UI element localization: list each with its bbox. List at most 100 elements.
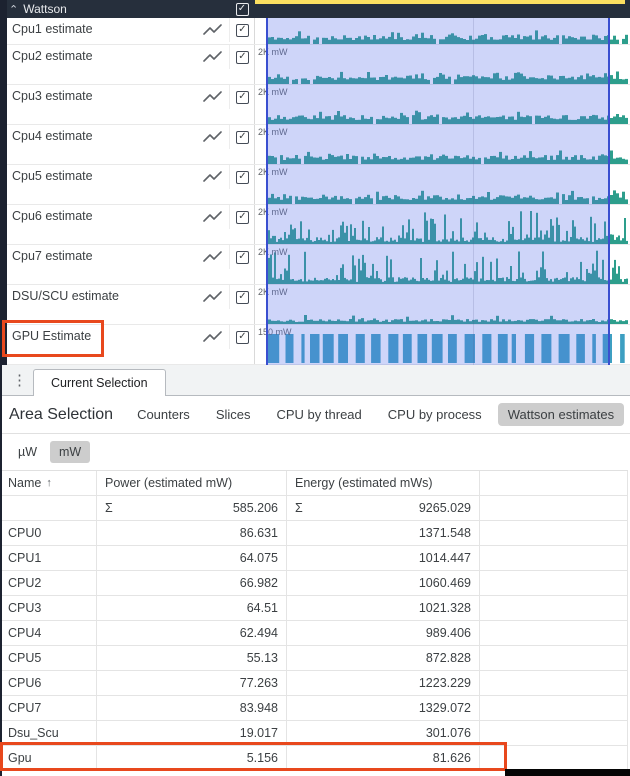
drag-handle-icon[interactable]: ⋮ bbox=[12, 372, 27, 389]
track-chart-area[interactable]: 2K mW bbox=[255, 165, 630, 204]
detail-tab-counters[interactable]: Counters bbox=[137, 407, 190, 422]
table-row-dsu_scu: Dsu_Scu 19.017 301.076 bbox=[0, 721, 628, 746]
tab-current-selection[interactable]: Current Selection bbox=[33, 369, 166, 396]
line-chart-icon[interactable] bbox=[203, 251, 223, 263]
track-name-col[interactable]: Cpu1 estimate ✓ bbox=[7, 18, 255, 44]
line-chart-icon[interactable] bbox=[203, 131, 223, 143]
unit-button-mW[interactable]: mW bbox=[50, 441, 91, 463]
track-row-cpu2-estimate[interactable]: Cpu2 estimate ✓ 2K mW bbox=[7, 45, 630, 85]
scale-label: 2K mW bbox=[258, 47, 288, 57]
line-chart-icon[interactable] bbox=[203, 24, 223, 36]
track-checkbox[interactable]: ✓ bbox=[236, 23, 249, 37]
empty-cell bbox=[480, 671, 628, 695]
wattson-estimates-table: Name ↑ Power (estimated mW) Energy (esti… bbox=[0, 470, 628, 771]
track-name-col[interactable]: Cpu3 estimate ✓ bbox=[7, 85, 255, 124]
track-checkbox[interactable]: ✓ bbox=[236, 50, 249, 64]
name-cell: CPU6 bbox=[0, 671, 97, 695]
track-title: Cpu4 estimate bbox=[12, 129, 93, 143]
energy-cell: 301.076 bbox=[287, 721, 480, 745]
track-title: Cpu7 estimate bbox=[12, 249, 93, 263]
detail-tab-wattson-estimates[interactable]: Wattson estimates bbox=[497, 403, 625, 426]
track-name-col[interactable]: Cpu5 estimate ✓ bbox=[7, 165, 255, 204]
table-row-cpu4: CPU4 62.494 989.406 bbox=[0, 621, 628, 646]
line-chart-icon[interactable] bbox=[203, 91, 223, 103]
track-chart-area[interactable]: 2K mW bbox=[255, 85, 630, 124]
track-title: Cpu6 estimate bbox=[12, 209, 93, 223]
track-row-cpu5-estimate[interactable]: Cpu5 estimate ✓ 2K mW bbox=[7, 165, 630, 205]
power-cell: 64.075 bbox=[97, 546, 287, 570]
column-header-name[interactable]: Name ↑ bbox=[0, 471, 97, 495]
track-chart-area[interactable]: 150 mW bbox=[255, 325, 630, 364]
line-chart-icon[interactable] bbox=[203, 171, 223, 183]
track-name-col[interactable]: Cpu7 estimate ✓ bbox=[7, 245, 255, 284]
detail-header: Area Selection Counters Slices CPU by thre… bbox=[0, 396, 630, 434]
track-chart-area[interactable]: 2K mW bbox=[255, 245, 630, 284]
track-chart-area[interactable]: 2K mW bbox=[255, 205, 630, 244]
name-cell: CPU5 bbox=[0, 646, 97, 670]
track-row-cpu1-estimate[interactable]: Cpu1 estimate ✓ bbox=[7, 18, 630, 45]
track-name-col[interactable]: Cpu6 estimate ✓ bbox=[7, 205, 255, 244]
track-checkbox[interactable]: ✓ bbox=[236, 170, 249, 184]
line-chart-icon[interactable] bbox=[203, 211, 223, 223]
track-checkbox[interactable]: ✓ bbox=[236, 130, 249, 144]
column-header-energy[interactable]: Energy (estimated mWs) bbox=[287, 471, 480, 495]
track-title: Cpu3 estimate bbox=[12, 89, 93, 103]
detail-tab-cpu-by-process[interactable]: CPU by process bbox=[387, 407, 482, 422]
track-name-col[interactable]: Cpu2 estimate ✓ bbox=[7, 45, 255, 84]
track-title: GPU Estimate bbox=[12, 329, 92, 343]
details-tab-strip: ⋮ Current Selection bbox=[0, 365, 630, 396]
detail-tab-slices[interactable]: Slices bbox=[215, 407, 251, 422]
table-row-cpu1: CPU1 64.075 1014.447 bbox=[0, 546, 628, 571]
unit-toggle: µW mW bbox=[0, 434, 630, 470]
group-checkbox[interactable]: ✓ bbox=[235, 2, 249, 16]
power-cell: 86.631 bbox=[97, 521, 287, 545]
track-checkbox[interactable]: ✓ bbox=[236, 330, 249, 344]
empty-cell bbox=[480, 721, 628, 745]
track-chart-area[interactable] bbox=[255, 18, 630, 44]
energy-total-cell: Σ 9265.029 bbox=[287, 496, 480, 520]
column-header-power[interactable]: Power (estimated mW) bbox=[97, 471, 287, 495]
detail-tab-cpu-by-thread[interactable]: CPU by thread bbox=[276, 407, 362, 422]
scale-label: 2K mW bbox=[258, 127, 288, 137]
name-cell: Gpu bbox=[0, 746, 97, 770]
energy-cell: 81.626 bbox=[287, 746, 480, 770]
collapse-chevron-icon[interactable]: ⌃ bbox=[9, 3, 19, 16]
line-chart-icon[interactable] bbox=[203, 51, 223, 63]
energy-cell: 1014.447 bbox=[287, 546, 480, 570]
energy-cell: 1223.229 bbox=[287, 671, 480, 695]
track-row-gpu-estimate[interactable]: GPU Estimate ✓ 150 mW bbox=[7, 325, 630, 365]
energy-cell: 1329.072 bbox=[287, 696, 480, 720]
empty-cell bbox=[480, 571, 628, 595]
track-name-col[interactable]: DSU/SCU estimate ✓ bbox=[7, 285, 255, 324]
power-cell: 55.13 bbox=[97, 646, 287, 670]
area-selection-overlay[interactable] bbox=[266, 18, 610, 365]
track-name-col[interactable]: Cpu4 estimate ✓ bbox=[7, 125, 255, 164]
track-row-cpu6-estimate[interactable]: Cpu6 estimate ✓ 2K mW bbox=[7, 205, 630, 245]
track-name-col[interactable]: GPU Estimate ✓ bbox=[7, 325, 255, 364]
track-title: Cpu1 estimate bbox=[12, 22, 93, 36]
timeline-overview-strip[interactable] bbox=[255, 0, 625, 4]
track-row-cpu4-estimate[interactable]: Cpu4 estimate ✓ 2K mW bbox=[7, 125, 630, 165]
unit-button-uW[interactable]: µW bbox=[18, 445, 38, 459]
track-row-cpu7-estimate[interactable]: Cpu7 estimate ✓ 2K mW bbox=[7, 245, 630, 285]
power-cell: 83.948 bbox=[97, 696, 287, 720]
track-chart-area[interactable]: 2K mW bbox=[255, 285, 630, 324]
table-row-cpu6: CPU6 77.263 1223.229 bbox=[0, 671, 628, 696]
track-chart-area[interactable]: 2K mW bbox=[255, 125, 630, 164]
page-title: Area Selection bbox=[9, 405, 114, 423]
timeline-gridline bbox=[473, 18, 474, 365]
line-chart-icon[interactable] bbox=[203, 291, 223, 303]
line-chart-icon[interactable] bbox=[203, 331, 223, 343]
energy-cell: 1371.548 bbox=[287, 521, 480, 545]
track-checkbox[interactable]: ✓ bbox=[236, 290, 249, 304]
track-checkbox[interactable]: ✓ bbox=[236, 90, 249, 104]
wattson-group-header[interactable]: ⌃ Wattson ✓ bbox=[0, 0, 630, 18]
track-checkbox[interactable]: ✓ bbox=[236, 210, 249, 224]
track-row-cpu3-estimate[interactable]: Cpu3 estimate ✓ 2K mW bbox=[7, 85, 630, 125]
track-chart-area[interactable]: 2K mW bbox=[255, 45, 630, 84]
left-rail bbox=[0, 365, 2, 776]
empty-cell bbox=[480, 621, 628, 645]
power-cell: 64.51 bbox=[97, 596, 287, 620]
track-row-dsu-scu-estimate[interactable]: DSU/SCU estimate ✓ 2K mW bbox=[7, 285, 630, 325]
track-checkbox[interactable]: ✓ bbox=[236, 250, 249, 264]
